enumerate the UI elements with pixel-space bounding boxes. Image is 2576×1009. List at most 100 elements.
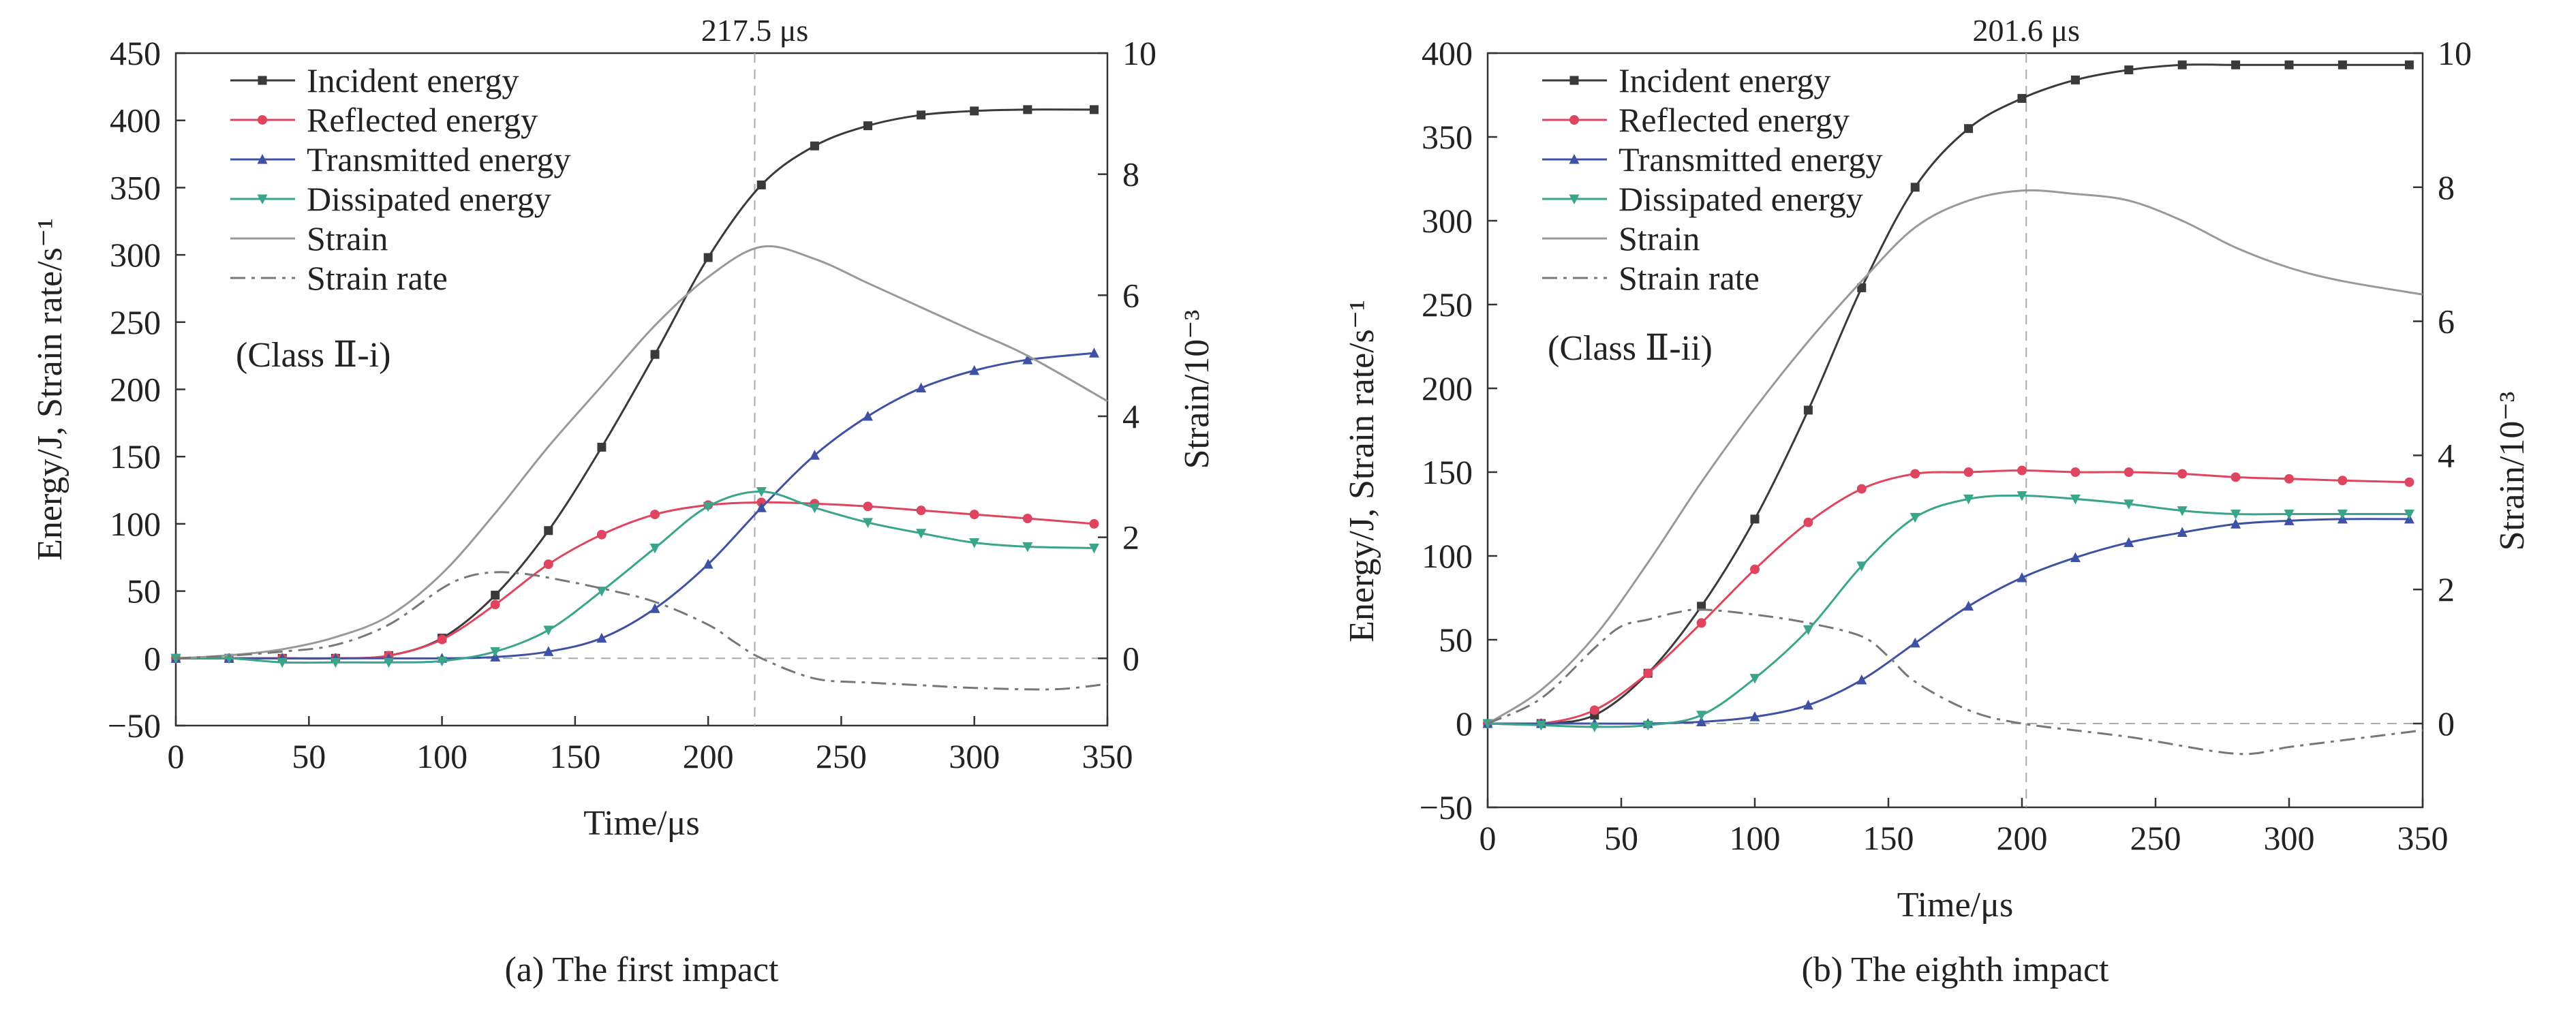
series-reflected [171,497,1099,664]
y-tick-label: 350 [1422,118,1473,156]
data-point [1696,618,1706,628]
data-point [1910,183,1920,192]
legend-marker [257,154,268,164]
x-axis-label: Time/μs [1897,886,2013,925]
data-point [809,503,820,514]
legend-label: Dissipated energy [307,180,551,218]
y-tick-label: 300 [110,236,161,274]
data-point [2017,491,2027,501]
data-point [383,657,394,668]
x-tick-label: 100 [1730,819,1781,857]
y2-tick-label: 6 [1122,276,1139,314]
series-dissipated [1482,491,2414,732]
data-point [170,653,181,664]
y2-tick-label: 10 [2438,34,2472,72]
data-point [1803,517,1813,527]
data-point [1749,674,1760,684]
data-point [1642,720,1653,731]
data-point [1088,347,1099,358]
data-point [1856,674,1867,685]
data-point [862,410,873,421]
data-point [2404,60,2414,69]
x-tick-label: 350 [2397,819,2449,857]
data-point [1910,512,1920,523]
x-tick-label: 200 [1997,819,2048,857]
data-point [2177,506,2188,516]
legend-marker [257,194,268,204]
data-point [1750,564,1760,574]
x-tick-label: 0 [168,737,185,775]
class-label: (Class Ⅱ-i) [236,336,390,375]
x-tick-label: 50 [1604,819,1638,857]
data-point [970,106,979,116]
y2-tick-label: 4 [2438,436,2455,474]
data-point [650,350,660,359]
panel-caption: (a) The first impact [505,950,779,989]
data-point [756,180,766,189]
data-point [1022,354,1033,364]
data-point [1089,105,1099,114]
data-point [2177,60,2187,69]
legend-marker [1569,154,1580,164]
data-point [2230,472,2241,482]
data-point [969,364,980,375]
x-axis-label: Time/μs [583,804,699,843]
x-tick-label: 50 [292,737,326,775]
data-point [863,121,872,131]
data-point [916,382,927,393]
legend-marker [258,115,267,125]
data-point [2284,474,2294,484]
panel-caption: (b) The eighth impact [1801,950,2109,989]
series-line [175,491,1094,664]
data-point [1022,542,1033,553]
data-point [863,501,873,512]
y-tick-label: 0 [144,639,161,677]
series-line [1487,608,2423,756]
data-point [2404,510,2414,520]
data-point [2070,75,2080,84]
data-point [490,647,501,657]
legend-label: Incident energy [1619,61,1830,99]
x-tick-label: 250 [2130,819,2181,857]
data-point [1910,637,1920,648]
plot-frame [1486,52,2424,809]
data-point [2177,527,2188,538]
data-point [544,526,553,535]
data-point [969,538,980,548]
data-point [1856,561,1867,572]
y2-tick-label: 4 [1122,397,1139,435]
x-tick-label: 300 [2264,819,2315,857]
data-point [1696,716,1707,727]
x-tick-label: 150 [1863,819,1914,857]
x-tick-label: 200 [683,737,734,775]
data-point [2337,60,2347,69]
x-tick-label: 0 [1479,819,1497,857]
data-point [277,657,288,668]
series-line [1487,189,2423,725]
data-point [1643,668,1653,679]
data-point [543,646,554,656]
legend-marker [1569,115,1579,125]
data-point [2017,465,2027,476]
data-point [596,632,607,643]
data-point [916,506,926,516]
data-point [2123,467,2134,477]
series-strain [175,245,1108,659]
series-dissipated [170,487,1099,668]
data-point [2124,65,2134,75]
legend-label: Reflected energy [307,101,538,139]
data-point [543,559,553,570]
y-tick-label: −50 [1420,788,1473,826]
data-point [437,656,448,667]
data-point [330,657,341,668]
data-point [1022,514,1032,524]
data-point [1535,720,1546,731]
data-point [2404,477,2414,487]
data-point [437,634,447,645]
data-point [703,559,714,569]
data-point [2017,572,2027,583]
data-point [2177,469,2188,479]
series-strain-rate [1487,608,2423,756]
